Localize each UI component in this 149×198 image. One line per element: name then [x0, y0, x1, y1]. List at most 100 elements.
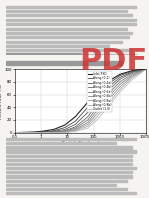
Along (0.4a) [145, 68, 147, 70]
Inlet PSD [40, 130, 42, 133]
Along (0.2) [145, 68, 147, 70]
Along (0.8a) [40, 131, 42, 134]
Outlet (1.0) [64, 131, 66, 134]
Outlet (1.0) [53, 131, 55, 134]
Along (0.6b) [87, 121, 89, 124]
Outlet (1.0) [131, 78, 133, 81]
Along (0.6b) [97, 108, 99, 110]
Line: Along (0.8a): Along (0.8a) [15, 69, 146, 133]
Along (0.6a) [32, 131, 34, 134]
Along (0.8b) [53, 131, 55, 134]
Bar [6, 6, 132, 8]
Outlet (1.0) [32, 131, 34, 134]
Bar [6, 175, 136, 178]
Along (0.4b) [53, 131, 55, 133]
Along (0.2) [119, 74, 121, 77]
Along (0.6a) [64, 130, 66, 133]
Inlet PSD [108, 80, 110, 82]
Along (0.8b) [87, 125, 89, 128]
Bar [6, 32, 122, 34]
Bar [6, 163, 136, 165]
Along (0.8a) [97, 111, 99, 114]
Along (0.4b) [108, 88, 110, 91]
Along (0.8a) [74, 129, 76, 131]
Along (0.2) [40, 131, 42, 133]
Along (0.4b) [74, 126, 76, 128]
Bar [6, 41, 127, 43]
Inlet PSD [119, 73, 121, 76]
Along (0.8a) [131, 75, 133, 77]
Along (0.2) [64, 126, 66, 129]
Along (0.8a) [32, 131, 34, 134]
Along (0.6a) [108, 91, 110, 94]
Along (0.6b) [108, 95, 110, 97]
Along (0.8a) [87, 123, 89, 126]
Inlet PSD [14, 131, 16, 134]
Inlet PSD [32, 131, 34, 133]
Along (0.4b) [64, 129, 66, 132]
Line: Along (0.2): Along (0.2) [15, 69, 146, 133]
Bar [6, 171, 136, 173]
Bar [6, 10, 127, 12]
Along (0.6b) [40, 131, 42, 134]
Bar [6, 19, 136, 21]
Along (0.8b) [108, 101, 110, 103]
Along (0.8a) [119, 86, 121, 88]
Along (0.4b) [131, 71, 133, 74]
Along (0.2) [131, 70, 133, 72]
Line: Along (0.6a): Along (0.6a) [15, 69, 146, 133]
Along (0.8a) [64, 131, 66, 133]
Bar [6, 45, 129, 47]
Bar [6, 167, 127, 169]
Text: PDF: PDF [79, 47, 147, 76]
Bar [6, 180, 136, 182]
Bar [6, 14, 132, 16]
Along (0.2) [53, 129, 55, 132]
Along (0.4b) [145, 68, 147, 70]
Along (0.8b) [74, 129, 76, 132]
Outlet (1.0) [97, 118, 99, 120]
Along (0.6a) [97, 105, 99, 107]
Along (0.8b) [97, 114, 99, 117]
Along (0.6b) [145, 68, 147, 70]
Along (0.6b) [74, 128, 76, 131]
Along (0.6b) [119, 83, 121, 86]
Along (0.6a) [145, 68, 147, 70]
Bar [6, 23, 129, 25]
Bar [6, 54, 132, 56]
Along (0.4a) [87, 111, 89, 114]
Along (0.6b) [64, 130, 66, 133]
Inlet PSD [87, 101, 89, 103]
Along (0.4b) [14, 131, 16, 134]
Along (0.8b) [14, 131, 16, 134]
Along (0.4a) [74, 123, 76, 126]
Along (0.8b) [131, 76, 133, 79]
Along (0.4a) [131, 71, 133, 73]
Outlet (1.0) [40, 131, 42, 134]
Bar [6, 188, 136, 190]
Inlet PSD [53, 128, 55, 131]
Along (0.2) [87, 106, 89, 109]
Along (0.4b) [40, 131, 42, 134]
Along (0.2) [97, 92, 99, 95]
Outlet (1.0) [119, 91, 121, 93]
Line: Outlet (1.0): Outlet (1.0) [15, 69, 146, 133]
Along (0.4b) [32, 131, 34, 134]
Bar [6, 184, 116, 186]
Inlet PSD [64, 124, 66, 126]
Along (0.6b) [131, 74, 133, 76]
Line: Inlet PSD: Inlet PSD [15, 69, 146, 133]
Along (0.8b) [32, 131, 34, 134]
Along (0.4a) [14, 131, 16, 134]
Bar [6, 150, 132, 153]
Along (0.6b) [14, 131, 16, 134]
Along (0.4a) [97, 97, 99, 99]
Along (0.4a) [32, 131, 34, 134]
Bar [6, 192, 132, 194]
Along (0.2) [74, 120, 76, 122]
Along (0.2) [108, 82, 110, 84]
Inlet PSD [97, 88, 99, 91]
Along (0.6a) [53, 131, 55, 133]
Legend: Inlet PSD, Along (0.2), Along (0.4a), Along (0.4b), Along (0.6a), Along (0.6b), : Inlet PSD, Along (0.2), Along (0.4a), Al… [87, 71, 112, 112]
Bar [6, 146, 116, 148]
